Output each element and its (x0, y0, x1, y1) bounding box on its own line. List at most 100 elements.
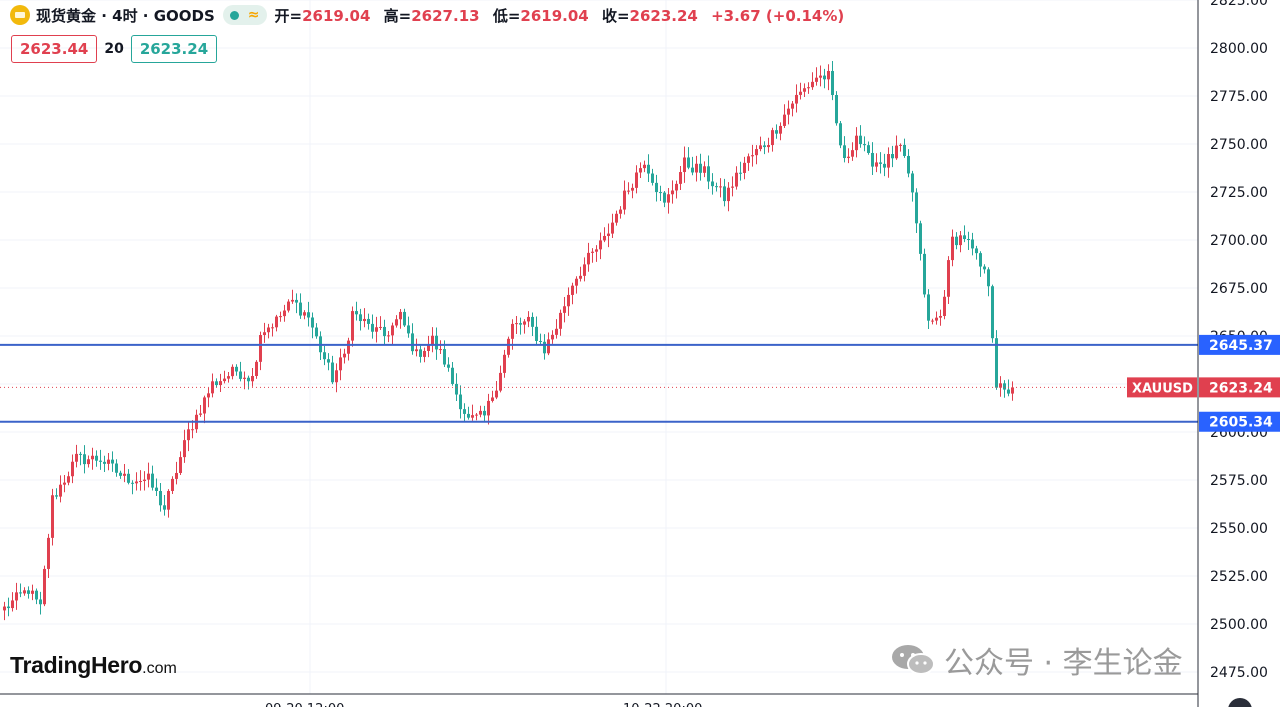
candle (63, 474, 66, 493)
market-status-pill[interactable]: ≈ (222, 5, 267, 25)
y-tick-label: 2800.00 (1210, 41, 1268, 57)
candle (423, 347, 426, 363)
candle (703, 161, 706, 178)
candle (471, 404, 474, 421)
candle (175, 461, 178, 485)
candle (487, 393, 490, 425)
candle (983, 264, 986, 274)
candle (803, 83, 806, 97)
candle (995, 330, 998, 390)
candle (903, 138, 906, 158)
candle (239, 361, 242, 382)
chart-grid (0, 0, 1198, 694)
candle (431, 327, 434, 353)
candle (271, 323, 274, 337)
candle (671, 180, 674, 204)
candle (663, 190, 666, 208)
wave-icon: ≈ (247, 7, 260, 23)
candle (7, 597, 10, 617)
candle (555, 319, 558, 339)
candle (931, 318, 934, 325)
candle (887, 147, 890, 178)
candle (855, 127, 858, 158)
candle (859, 125, 862, 148)
candle (799, 82, 802, 100)
candle (1003, 380, 1006, 398)
candle (607, 223, 610, 248)
level-tag (1199, 411, 1280, 432)
candle (723, 178, 726, 207)
candle (483, 405, 486, 422)
candle (207, 387, 210, 408)
candle (435, 327, 438, 360)
candle (371, 314, 374, 339)
candle (187, 421, 190, 452)
candle (367, 313, 370, 330)
candle (315, 323, 318, 339)
candle (915, 188, 918, 233)
candle (235, 364, 238, 376)
y-tick-label: 2575.00 (1210, 473, 1268, 489)
candle (43, 565, 46, 607)
wechat-icon (892, 645, 935, 675)
candle (299, 293, 302, 319)
candle (587, 242, 590, 272)
candle (275, 314, 278, 332)
scroll-to-latest-icon[interactable] (1228, 698, 1252, 707)
y-tick-label: 2825.00 (1210, 0, 1268, 9)
candle (779, 122, 782, 141)
candle (687, 147, 690, 170)
candle (947, 256, 950, 304)
y-tick-label: 2750.00 (1210, 137, 1268, 153)
y-tick-label: 2550.00 (1210, 521, 1268, 537)
symbol-title[interactable]: 现货黄金 · 4时 · GOODS (36, 6, 215, 25)
candle (599, 232, 602, 260)
candle (619, 206, 622, 219)
brand-logo: TradingHero.com (10, 652, 177, 678)
change-value: +3.67 (+0.14%) (711, 6, 845, 25)
candle (67, 471, 70, 486)
candle (583, 257, 586, 282)
candle (531, 312, 534, 336)
candle (11, 592, 14, 612)
candle (679, 166, 682, 191)
candle (499, 365, 502, 393)
candle (735, 166, 738, 190)
time-axis[interactable]: 09-20 12:00 10-22 20:00 (265, 702, 702, 707)
candle (831, 60, 834, 101)
candle (739, 161, 742, 181)
chart-header: 现货黄金 · 4时 · GOODS ≈ 开=2619.04 高=2627.13 … (10, 4, 844, 26)
candle (79, 451, 82, 466)
buy-button[interactable]: 2623.24 (130, 35, 218, 63)
candle (155, 478, 158, 496)
candle (287, 299, 290, 313)
candle (183, 429, 186, 463)
candle (655, 174, 658, 202)
candle (999, 376, 1002, 397)
candle (407, 316, 410, 338)
candle (1011, 381, 1014, 401)
candle (47, 533, 50, 578)
candle (919, 220, 922, 261)
candle (215, 378, 218, 388)
price-tags: 2645.37 2605.34 XAUUSD 2623.24 (1127, 334, 1280, 432)
candle (27, 586, 30, 599)
candle (379, 316, 382, 330)
candle (719, 178, 722, 198)
sell-button[interactable]: 2623.44 (11, 35, 98, 63)
candle (355, 301, 358, 321)
candle (959, 230, 962, 253)
candle (535, 316, 538, 346)
candle (311, 312, 314, 339)
candle (771, 127, 774, 152)
candle (659, 185, 662, 201)
candle (987, 267, 990, 297)
candle (867, 141, 870, 155)
candle (375, 316, 378, 343)
candle (503, 349, 506, 378)
candle (815, 67, 818, 86)
candle (727, 182, 730, 212)
candle (979, 251, 982, 277)
candle (951, 229, 954, 267)
